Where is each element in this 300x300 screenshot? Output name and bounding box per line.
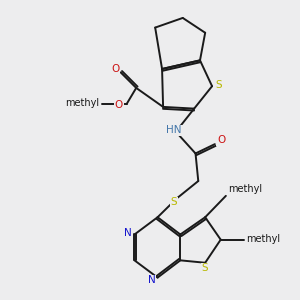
Text: O: O — [111, 64, 119, 74]
Text: methyl: methyl — [65, 98, 99, 108]
Text: N: N — [124, 228, 132, 238]
Text: S: S — [202, 263, 208, 273]
Text: S: S — [171, 197, 178, 207]
Text: N: N — [148, 275, 155, 285]
Text: O: O — [115, 100, 123, 110]
Text: O: O — [217, 135, 225, 145]
Text: methyl: methyl — [228, 184, 262, 194]
Text: S: S — [215, 80, 222, 90]
Text: HN: HN — [167, 125, 182, 135]
Text: methyl: methyl — [246, 234, 280, 244]
